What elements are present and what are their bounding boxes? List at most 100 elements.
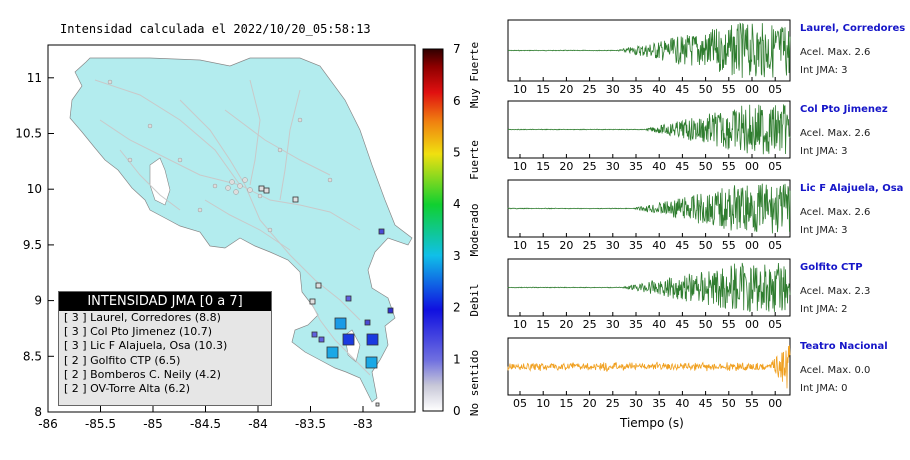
- lon-tick-label: -84: [248, 417, 268, 431]
- time-tick-label: 25: [583, 160, 597, 173]
- time-tick-label: 20: [559, 239, 573, 252]
- time-tick-label: 20: [559, 83, 573, 96]
- time-tick-label: 15: [536, 318, 550, 331]
- station-accel: Acel. Max. 2.6: [800, 128, 871, 139]
- station-marker: [318, 336, 325, 343]
- waveform-trace: [507, 104, 791, 155]
- time-tick-label: 45: [675, 83, 689, 96]
- station-name: Golfito CTP: [800, 262, 863, 273]
- time-tick-label: 45: [675, 318, 689, 331]
- scale-label: Moderado: [468, 204, 481, 257]
- time-tick-label: 00: [745, 239, 759, 252]
- time-tick-label: 40: [675, 397, 689, 410]
- time-tick-label: 05: [768, 239, 782, 252]
- time-tick-label: 35: [629, 83, 643, 96]
- time-tick-label: 10: [513, 318, 527, 331]
- legend-item: [ 2 ] Bomberos C. Neily (4.2): [64, 367, 221, 381]
- station-marker: [378, 228, 385, 235]
- time-tick-label: 50: [699, 318, 713, 331]
- scale-tick-label: 0: [453, 404, 461, 418]
- time-tick-label: 00: [745, 83, 759, 96]
- time-tick-label: 20: [559, 160, 573, 173]
- station-marker: [311, 331, 318, 338]
- time-tick-label: 05: [513, 397, 527, 410]
- scale-label: Fuerte: [468, 140, 481, 180]
- station-marker: [309, 298, 316, 305]
- lon-tick-label: -84.5: [190, 417, 221, 431]
- station-jma: Int JMA: 3: [800, 146, 848, 157]
- time-tick-label: 45: [675, 239, 689, 252]
- land-mass: [69, 57, 413, 403]
- time-tick-label: 50: [699, 83, 713, 96]
- time-tick-label: 50: [722, 397, 736, 410]
- lat-tick-label: 11: [27, 71, 42, 85]
- lat-tick-label: 10.5: [15, 127, 42, 141]
- color-scale-labels: No sentido Debil Moderado Fuerte Muy Fuerte: [468, 42, 481, 416]
- time-tick-label: 50: [699, 160, 713, 173]
- time-tick-label: 55: [722, 239, 736, 252]
- station-marker: [342, 333, 355, 346]
- town-dots: [107, 79, 333, 233]
- time-tick-label: 05: [768, 318, 782, 331]
- station-marker: [292, 196, 299, 203]
- lat-tick-label: 9: [34, 294, 42, 308]
- time-tick-label: 35: [629, 318, 643, 331]
- station-name: Teatro Nacional: [800, 341, 888, 352]
- time-tick-label: 35: [629, 160, 643, 173]
- time-tick-label: 00: [745, 160, 759, 173]
- station-marker: [334, 317, 347, 330]
- station-accel: Acel. Max. 2.6: [800, 47, 871, 58]
- station-jma: Int JMA: 3: [800, 225, 848, 236]
- time-tick-label: 15: [559, 397, 573, 410]
- station-marker: [263, 187, 270, 194]
- scale-label: No sentido: [468, 350, 481, 416]
- legend-item: [ 2 ] Golfito CTP (6.5): [64, 353, 181, 367]
- scale-tick-label: 5: [453, 146, 461, 160]
- time-tick-label: 10: [513, 239, 527, 252]
- scale-label: Debil: [468, 283, 481, 316]
- page-title: Intensidad calculada el 2022/10/20_05:58…: [60, 22, 371, 36]
- gulf-nicoya: [149, 157, 171, 206]
- time-tick-label: 40: [652, 318, 666, 331]
- time-tick-label: 30: [606, 160, 620, 173]
- station-name: Lic F Alajuela, Osa: [800, 183, 904, 194]
- time-tick-label: 20: [583, 397, 597, 410]
- station-name: Laurel, Corredores: [800, 23, 906, 34]
- time-tick-label: 35: [629, 239, 643, 252]
- color-bar: [422, 48, 444, 412]
- station-jma: Int JMA: 0: [800, 383, 848, 394]
- color-scale-ticks: 0 1 2 3 4 5 6 7: [453, 42, 461, 418]
- station-marker: [365, 356, 378, 369]
- scale-label: Muy Fuerte: [468, 42, 481, 108]
- time-tick-label: 30: [606, 239, 620, 252]
- station-marker: [345, 295, 352, 302]
- time-tick-label: 45: [699, 397, 713, 410]
- lon-tick-label: -83.5: [295, 417, 326, 431]
- time-tick-label: 20: [559, 318, 573, 331]
- time-tick-label: 40: [652, 239, 666, 252]
- station-marker: [375, 402, 380, 407]
- station-jma: Int JMA: 2: [800, 304, 848, 315]
- time-tick-label: 25: [583, 83, 597, 96]
- station-marker: [315, 282, 322, 289]
- station-marker: [387, 307, 394, 314]
- time-tick-label: 00: [745, 318, 759, 331]
- legend-title: INTENSIDAD JMA [0 a 7]: [59, 292, 271, 311]
- legend-item: [ 2 ] OV-Torre Alta (6.2): [64, 381, 191, 395]
- time-tick-label: 30: [629, 397, 643, 410]
- lat-tick-label: 8: [34, 405, 42, 419]
- time-tick-label: 30: [606, 318, 620, 331]
- station-markers: [258, 185, 394, 407]
- scale-tick-label: 1: [453, 352, 461, 366]
- time-tick-label: 10: [536, 397, 550, 410]
- time-tick-label: 35: [652, 397, 666, 410]
- x-axis-label: Tiempo (s): [620, 416, 684, 430]
- station-marker: [364, 319, 371, 326]
- waveform-trace: [507, 345, 791, 389]
- station-accel: Acel. Max. 2.3: [800, 286, 871, 297]
- time-tick-label: 05: [768, 83, 782, 96]
- intensity-legend: INTENSIDAD JMA [0 a 7] [ 3 ] Laurel, Cor…: [58, 291, 272, 406]
- map-axes: -86 -85.5 -85 -84.5 -84 -83.5 -83 8 8.5 9 9.5 10 10.…: [15, 71, 373, 431]
- time-tick-label: 30: [606, 83, 620, 96]
